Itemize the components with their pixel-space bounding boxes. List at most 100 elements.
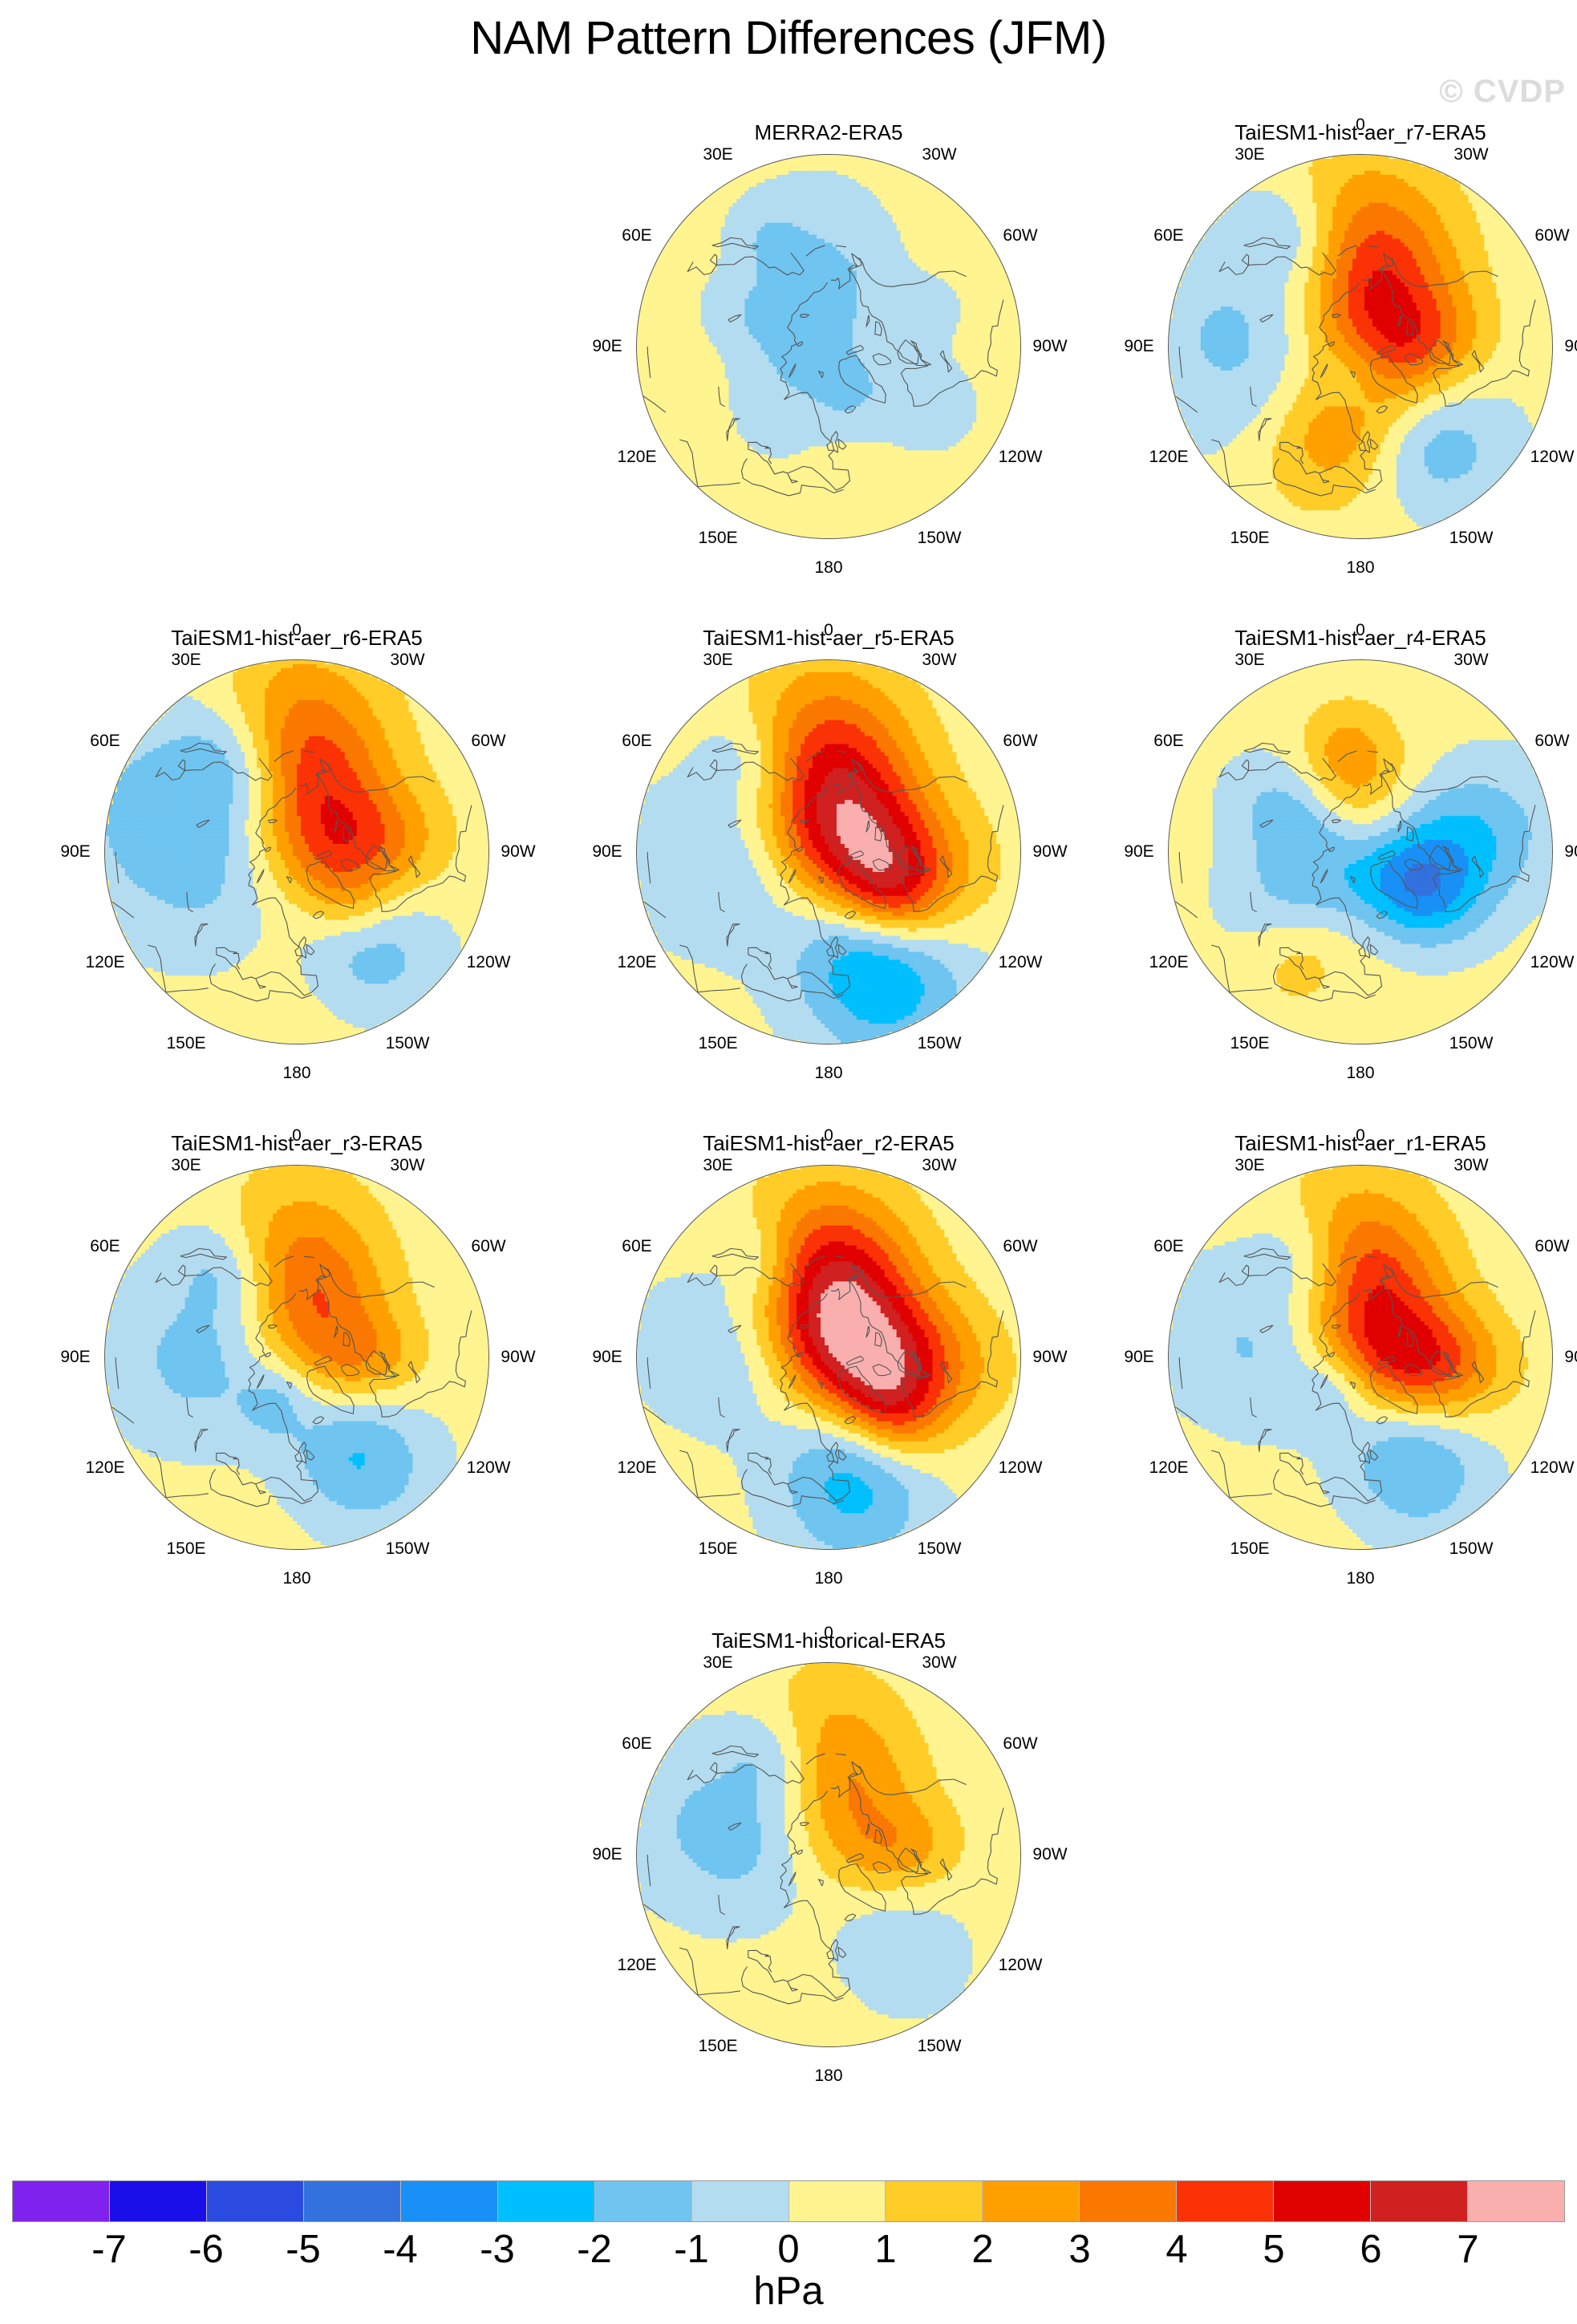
- longitude-label-30E: 30E: [703, 145, 732, 164]
- longitude-label-120W: 120W: [1530, 953, 1575, 972]
- longitude-label-90W: 90W: [1032, 337, 1067, 356]
- colorbar-tick-1: 1: [874, 2227, 896, 2272]
- longitude-label-180: 180: [282, 1064, 310, 1083]
- colorbar-tick-0: 0: [777, 2227, 799, 2272]
- longitude-label-0: 0: [292, 621, 302, 640]
- longitude-label-120W: 120W: [467, 1458, 511, 1478]
- globe-wrapper-hist_aer_r3: [104, 1165, 489, 1550]
- longitude-label-150W: 150W: [1449, 529, 1494, 548]
- colorbar-tick-4: 4: [1166, 2227, 1187, 2272]
- polar-map-merra2[interactable]: [636, 154, 1021, 539]
- map-panel-hist_aer_r7: TaiESM1-hist-aer_r7-ERA5180150W120W90W60…: [1112, 120, 1577, 618]
- polar-map-hist_aer_r3[interactable]: [104, 1165, 489, 1550]
- longitude-label-30W: 30W: [1453, 651, 1488, 670]
- longitude-label-30W: 30W: [922, 651, 956, 670]
- polar-map-hist_aer_r5[interactable]: [636, 659, 1021, 1044]
- map-panel-merra2: MERRA2-ERA5 180 150W 120W 90W 60W 30W 30E 60E 90E…: [580, 120, 1077, 618]
- colorbar-tick-labels: -7 -6 -5 -4 -3 -2 -1 0 1 2 3 4 5 6 7: [12, 2227, 1565, 2275]
- colorbar-tick--1: -1: [674, 2227, 709, 2272]
- longitude-label-60W: 60W: [1003, 226, 1037, 245]
- colorbar-tick--3: -3: [480, 2227, 515, 2272]
- figure-title: NAM Pattern Differences (JFM): [0, 11, 1577, 65]
- longitude-label-30W: 30W: [922, 1156, 956, 1175]
- colorbar-tick--5: -5: [286, 2227, 321, 2272]
- polar-map-hist_aer_r4[interactable]: [1168, 659, 1553, 1044]
- longitude-label-90W: 90W: [1564, 1348, 1577, 1367]
- longitude-label-30E: 30E: [703, 1653, 732, 1673]
- map-panel-hist_aer_r2: TaiESM1-hist-aer_r2-ERA5 180 150W 120W 90W 60…: [580, 1131, 1077, 1628]
- longitude-label-90W: 90W: [501, 1348, 535, 1367]
- longitude-label-60W: 60W: [1534, 226, 1569, 245]
- colorbar-cell-6: [595, 2181, 692, 2221]
- longitude-label-30W: 30W: [922, 1653, 956, 1673]
- longitude-label-150W: 150W: [1449, 1539, 1494, 1559]
- colorbar-cell-5: [498, 2181, 595, 2221]
- longitude-label-180: 180: [282, 1569, 310, 1588]
- globe-wrapper-hist_aer_r6: [104, 659, 489, 1044]
- polar-map-historical[interactable]: [636, 1662, 1021, 2047]
- map-panel-hist_aer_r1: TaiESM1-hist-aer_r1-ERA5180150W120W90W60…: [1112, 1131, 1577, 1628]
- longitude-label-120W: 120W: [1530, 448, 1575, 467]
- longitude-label-60W: 60W: [1003, 1734, 1037, 1754]
- longitude-label-30W: 30W: [390, 651, 424, 670]
- colorbar[interactable]: [12, 2180, 1565, 2222]
- longitude-label-180: 180: [814, 1569, 842, 1588]
- longitude-label-30E: 30E: [703, 651, 732, 670]
- longitude-label-60E: 60E: [622, 732, 651, 751]
- longitude-label-150E: 150E: [1230, 1539, 1269, 1559]
- longitude-label-150E: 150E: [166, 1539, 205, 1559]
- polar-map-hist_aer_r7[interactable]: [1168, 154, 1553, 539]
- longitude-label-60W: 60W: [1534, 732, 1569, 751]
- longitude-label-30W: 30W: [1453, 145, 1488, 164]
- longitude-label-120W: 120W: [999, 1458, 1043, 1478]
- longitude-label-90W: 90W: [1032, 842, 1067, 862]
- longitude-label-60E: 60E: [622, 1734, 651, 1754]
- longitude-label-60E: 60E: [622, 1237, 651, 1256]
- globe-wrapper-hist_aer_r4: [1168, 659, 1553, 1044]
- longitude-label-120E: 120E: [1149, 953, 1188, 972]
- colorbar-cell-10: [983, 2181, 1080, 2221]
- longitude-label-90E: 90E: [1124, 842, 1153, 862]
- panel-title-hist_aer_r1: TaiESM1-hist-aer_r1-ERA5: [1112, 1131, 1577, 1156]
- longitude-label-0: 0: [1356, 1126, 1365, 1146]
- map-panel-hist_aer_r4: TaiESM1-hist-aer_r4-ERA5180150W120W90W60…: [1112, 626, 1577, 1123]
- colorbar-cell-1: [110, 2181, 207, 2221]
- longitude-label-150W: 150W: [1449, 1034, 1494, 1053]
- colorbar-tick--6: -6: [189, 2227, 224, 2272]
- longitude-label-60E: 60E: [1153, 732, 1183, 751]
- longitude-label-120E: 120E: [1149, 1458, 1188, 1478]
- map-panel-hist_aer_r5: TaiESM1-hist-aer_r5-ERA5 180 150W 120W 90W 60…: [580, 626, 1077, 1123]
- longitude-label-90E: 90E: [1124, 1348, 1153, 1367]
- panel-title-hist_aer_r4: TaiESM1-hist-aer_r4-ERA5: [1112, 626, 1577, 651]
- colorbar-tick--7: -7: [91, 2227, 127, 2272]
- longitude-label-30E: 30E: [171, 651, 201, 670]
- longitude-label-120W: 120W: [999, 448, 1043, 467]
- longitude-label-120E: 120E: [617, 1956, 656, 1975]
- longitude-label-120E: 120E: [617, 448, 656, 467]
- longitude-label-150W: 150W: [386, 1539, 430, 1559]
- longitude-label-90E: 90E: [592, 1845, 622, 1864]
- longitude-label-120E: 120E: [1149, 448, 1188, 467]
- longitude-label-120W: 120W: [999, 953, 1043, 972]
- polar-map-hist_aer_r1[interactable]: [1168, 1165, 1553, 1550]
- longitude-label-0: 0: [824, 1624, 833, 1643]
- colorbar-cell-4: [401, 2181, 498, 2221]
- colorbar-cell-11: [1080, 2181, 1177, 2221]
- longitude-label-90E: 90E: [60, 1348, 90, 1367]
- longitude-label-120W: 120W: [1530, 1458, 1575, 1478]
- polar-map-hist_aer_r6[interactable]: [104, 659, 489, 1044]
- longitude-label-60W: 60W: [1003, 1237, 1037, 1256]
- longitude-label-0: 0: [292, 1126, 302, 1146]
- polar-map-hist_aer_r2[interactable]: [636, 1165, 1021, 1550]
- colorbar-cell-0: [13, 2181, 110, 2221]
- longitude-label-0: 0: [1356, 116, 1365, 135]
- longitude-label-150W: 150W: [918, 2037, 962, 2056]
- globe-wrapper-hist_aer_r7: [1168, 154, 1553, 539]
- longitude-label-90E: 90E: [592, 842, 622, 862]
- longitude-label-30E: 30E: [1234, 651, 1264, 670]
- colorbar-tick--4: -4: [383, 2227, 418, 2272]
- longitude-label-60E: 60E: [1153, 226, 1183, 245]
- longitude-label-120E: 120E: [85, 953, 124, 972]
- longitude-label-120E: 120E: [85, 1458, 124, 1478]
- longitude-label-150W: 150W: [918, 1539, 962, 1559]
